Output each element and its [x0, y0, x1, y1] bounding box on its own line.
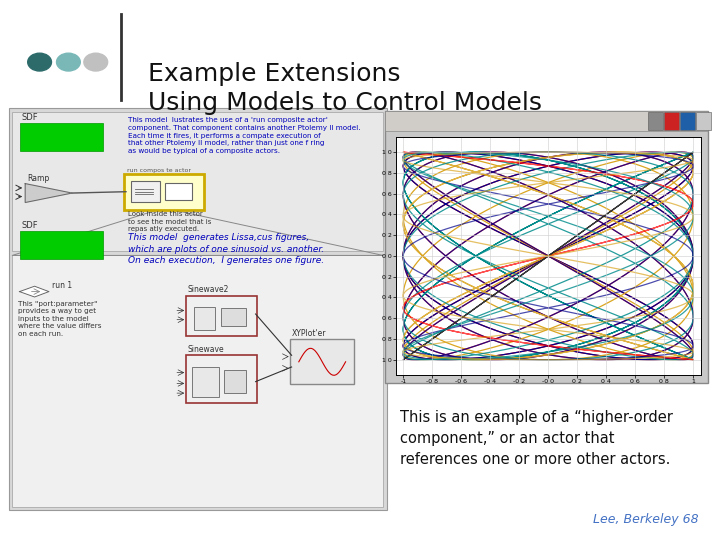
Text: This "port:parameter"
provides a way to get
inputs to the model
where the value : This "port:parameter" provides a way to …	[18, 301, 102, 337]
FancyBboxPatch shape	[680, 112, 695, 130]
Circle shape	[57, 53, 81, 71]
FancyBboxPatch shape	[12, 112, 383, 251]
FancyBboxPatch shape	[186, 296, 257, 336]
FancyBboxPatch shape	[385, 111, 708, 131]
FancyBboxPatch shape	[192, 367, 219, 397]
Polygon shape	[19, 286, 49, 297]
Text: SDF: SDF	[22, 220, 38, 230]
FancyBboxPatch shape	[124, 174, 204, 210]
Text: run compos te actor: run compos te actor	[127, 168, 192, 173]
FancyBboxPatch shape	[12, 255, 383, 507]
Text: This is an example of a “higher-order
component,” or an actor that
references on: This is an example of a “higher-order co…	[400, 410, 672, 468]
Text: XYPlot'er: XYPlot'er	[292, 328, 326, 338]
Text: Look inside this actor
to see the model that is
repas atly executed.: Look inside this actor to see the model …	[128, 211, 212, 232]
Circle shape	[28, 53, 52, 71]
FancyBboxPatch shape	[696, 112, 711, 130]
Text: Example Extensions
Using Models to Control Models: Example Extensions Using Models to Contr…	[148, 62, 541, 115]
FancyBboxPatch shape	[224, 370, 246, 393]
Text: run 1: run 1	[52, 281, 72, 290]
Text: This model  lustrates the use of a 'run composite actor'
component. That compone: This model lustrates the use of a 'run c…	[128, 117, 361, 154]
FancyBboxPatch shape	[186, 355, 257, 403]
FancyBboxPatch shape	[290, 339, 354, 384]
FancyBboxPatch shape	[131, 181, 160, 202]
Polygon shape	[25, 184, 72, 202]
FancyBboxPatch shape	[20, 123, 103, 151]
Text: Sinewave: Sinewave	[187, 345, 224, 354]
FancyBboxPatch shape	[385, 111, 708, 383]
FancyBboxPatch shape	[221, 308, 246, 326]
Text: Lee, Berkeley 68: Lee, Berkeley 68	[593, 514, 698, 526]
FancyBboxPatch shape	[648, 112, 663, 130]
Text: This model  generates Lissa,cus figures,
which are plots of one sinusoid vs. ano: This model generates Lissa,cus figures, …	[128, 233, 324, 265]
FancyBboxPatch shape	[664, 112, 679, 130]
Text: SDF: SDF	[22, 112, 38, 122]
Circle shape	[84, 53, 108, 71]
FancyBboxPatch shape	[194, 307, 215, 330]
FancyBboxPatch shape	[20, 231, 103, 259]
FancyBboxPatch shape	[165, 183, 192, 200]
FancyBboxPatch shape	[9, 108, 387, 510]
Text: Sinewave2: Sinewave2	[187, 285, 228, 294]
Text: Ramp: Ramp	[27, 174, 50, 184]
